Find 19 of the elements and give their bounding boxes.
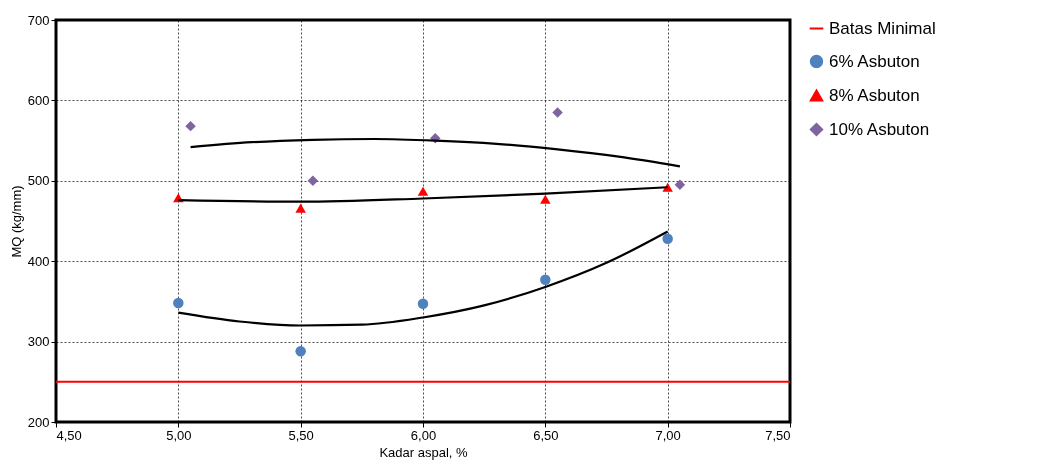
x-tick-label: 6,50 <box>533 427 559 443</box>
x-tick-label: 5,50 <box>288 427 314 443</box>
y-tick-label: 500 <box>27 173 50 189</box>
x-axis-title: Kadar aspal, % <box>379 444 469 460</box>
x-tick-label: 6,00 <box>410 427 437 443</box>
y-axis-title: MQ (kg/mm) <box>8 185 24 258</box>
legend-label: Batas Minimal <box>829 18 936 38</box>
y-tick-label: 700 <box>27 12 50 28</box>
y-tick-label: 300 <box>27 334 50 350</box>
y-tick-label: 400 <box>27 253 50 269</box>
x-tick-label: 7,50 <box>765 427 791 443</box>
x-tick-label: 4,50 <box>56 427 82 443</box>
legend-label: 10% Asbuton <box>829 119 930 139</box>
x-tick-label: 5,00 <box>166 427 192 443</box>
legend-label: 8% Asbuton <box>829 85 920 105</box>
x-tick-label: 7,00 <box>655 427 681 443</box>
legend-label: 6% Asbuton <box>829 51 920 71</box>
y-tick-label: 200 <box>27 414 50 430</box>
y-tick-label: 600 <box>27 92 50 108</box>
